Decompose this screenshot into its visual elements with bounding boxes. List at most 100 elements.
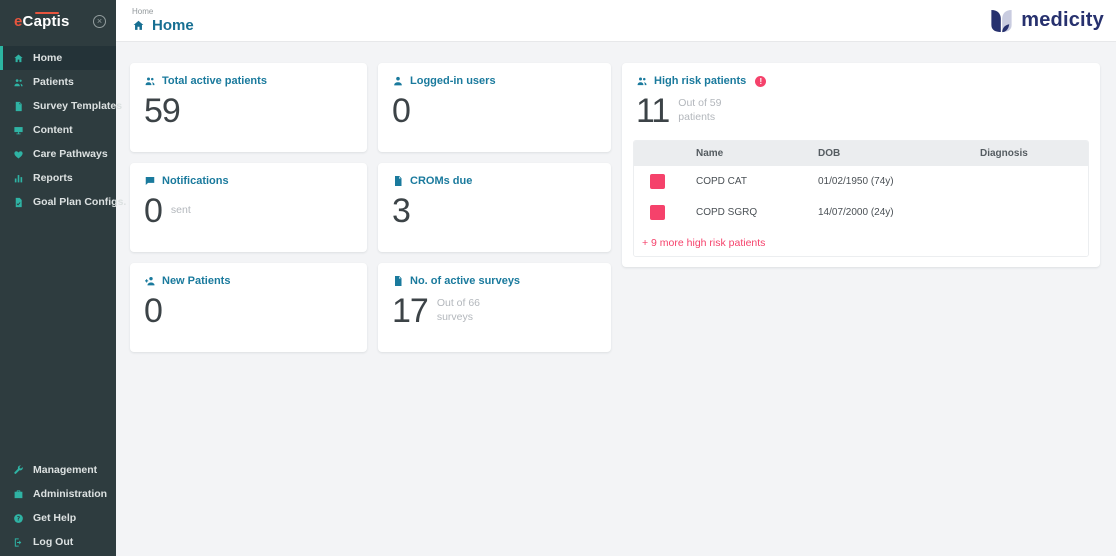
- care-pathways-icon: [13, 149, 24, 160]
- card-value: 17: [392, 292, 429, 330]
- breadcrumb[interactable]: Home: [132, 7, 154, 16]
- sidebar-item-label: Goal Plan Configs.: [33, 196, 127, 208]
- card-label-row: Total active patients: [144, 75, 353, 87]
- card-label: CROMs due: [410, 175, 473, 187]
- sidebar-item-survey-templates[interactable]: Survey Templates: [0, 94, 122, 118]
- card-suffix: Out of 59 patients: [678, 97, 722, 123]
- home-icon: [132, 19, 145, 32]
- person-plus-icon: [144, 275, 156, 287]
- chat-icon: [144, 175, 156, 187]
- sidebar-item-label: Patients: [33, 76, 74, 88]
- document-icon: [392, 275, 404, 287]
- sidebar-item-care-pathways[interactable]: Care Pathways: [0, 142, 116, 166]
- card-value: 11: [636, 92, 670, 130]
- sidebar-item-home[interactable]: Home: [0, 46, 116, 70]
- column-header-diagnosis: Diagnosis: [980, 148, 1028, 159]
- sidebar-item-goal-plan-configs[interactable]: Goal Plan Configs.: [0, 190, 126, 214]
- patient-name: COPD SGRQ: [692, 197, 814, 228]
- patient-name: COPD CAT: [692, 166, 814, 197]
- sidebar-item-label: Care Pathways: [33, 148, 108, 160]
- column-header-name: Name: [696, 148, 724, 159]
- card-value: 0: [144, 192, 163, 230]
- content-icon: [13, 125, 24, 136]
- table-row[interactable]: COPD SGRQ 14/07/2000 (24y): [634, 197, 1088, 228]
- home-icon: [13, 53, 24, 64]
- table-row[interactable]: COPD CAT 01/02/1950 (74y): [634, 166, 1088, 197]
- sidebar-item-get-help[interactable]: Get Help: [0, 506, 116, 530]
- risk-swatch: [650, 174, 665, 189]
- card-value: 0: [144, 292, 163, 330]
- app-logo-row: eCaptis ×: [0, 0, 116, 42]
- sidebar-item-label: Content: [33, 124, 73, 136]
- sidebar-item-reports[interactable]: Reports: [0, 166, 116, 190]
- sidebar-nav: Home Patients Survey Templates Content C…: [0, 42, 126, 214]
- reports-icon: [13, 173, 24, 184]
- patients-icon: [13, 77, 24, 88]
- app-logo: eCaptis: [14, 11, 70, 30]
- card-label: Total active patients: [162, 75, 267, 87]
- person-icon: [392, 75, 404, 87]
- page-title: Home: [152, 17, 194, 34]
- administration-icon: [13, 489, 24, 500]
- sidebar-item-label: Administration: [33, 488, 108, 500]
- sidebar: eCaptis × Home Patients Survey Templates…: [0, 0, 126, 556]
- sidebar-item-management[interactable]: Management: [0, 458, 116, 482]
- card-new-patients[interactable]: New Patients 0: [130, 263, 367, 352]
- card-suffix: sent: [170, 204, 191, 217]
- card-notifications[interactable]: Notifications 0 sent: [130, 163, 367, 252]
- logo-prefix: e: [14, 12, 23, 30]
- card-label: New Patients: [162, 275, 231, 287]
- main-area: Home Home medicity Total active patients: [116, 0, 1116, 556]
- card-value: 3: [392, 192, 411, 230]
- alert-badge: !: [755, 75, 767, 87]
- sidebar-item-label: Management: [33, 464, 98, 476]
- dashboard-content: Total active patients 59 Logged-in users…: [116, 42, 1116, 556]
- card-high-risk-patients[interactable]: High risk patients ! 11 Out of 59 patien…: [622, 63, 1100, 267]
- document-icon: [392, 175, 404, 187]
- card-label-row: New Patients: [144, 275, 353, 287]
- card-value: 0: [392, 92, 411, 130]
- high-risk-table: Name DOB Diagnosis COPD CAT 01/02/1950 (…: [633, 140, 1089, 257]
- sidebar-item-patients[interactable]: Patients: [0, 70, 116, 94]
- card-label: No. of active surveys: [410, 275, 521, 287]
- sidebar-item-log-out[interactable]: Log Out: [0, 530, 116, 554]
- card-croms-due[interactable]: CROMs due 3: [378, 163, 611, 252]
- sidebar-item-administration[interactable]: Administration: [0, 482, 116, 506]
- sidebar-item-label: Reports: [33, 172, 73, 184]
- column-header-dob: DOB: [818, 148, 841, 159]
- more-high-risk-link[interactable]: + 9 more high risk patients: [634, 228, 1088, 256]
- card-suffix: Out of 66 surveys: [436, 297, 481, 323]
- page-title-row: Home: [132, 17, 194, 34]
- page-header: Home Home medicity: [116, 0, 1116, 42]
- patient-dob: 14/07/2000 (24y): [814, 197, 976, 228]
- risk-swatch: [650, 205, 665, 220]
- header-left: Home Home: [132, 7, 194, 34]
- get-help-icon: [13, 513, 24, 524]
- table-header-row: Name DOB Diagnosis: [634, 141, 1088, 166]
- survey-templates-icon: [13, 101, 24, 112]
- logo-rest: Captis: [22, 12, 70, 30]
- management-icon: [13, 465, 24, 476]
- card-value: 59: [144, 92, 181, 130]
- sidebar-item-content[interactable]: Content: [0, 118, 116, 142]
- card-label-row: No. of active surveys: [392, 275, 597, 287]
- patient-dob: 01/02/1950 (74y): [814, 166, 976, 197]
- card-label-row: High risk patients !: [633, 75, 1089, 87]
- card-logged-in-users[interactable]: Logged-in users 0: [378, 63, 611, 152]
- sidebar-item-label: Survey Templates: [33, 100, 123, 112]
- sidebar-collapse-icon[interactable]: ×: [93, 14, 106, 28]
- card-label-row: Logged-in users: [392, 75, 597, 87]
- brand-name: medicity: [1021, 9, 1104, 31]
- people-icon: [144, 75, 156, 87]
- medicity-logo[interactable]: medicity: [988, 7, 1104, 35]
- card-label-row: Notifications: [144, 175, 353, 187]
- patient-diagnosis: [976, 197, 1088, 228]
- card-label: Notifications: [162, 175, 229, 187]
- card-label: High risk patients: [654, 75, 747, 87]
- card-label: Logged-in users: [410, 75, 496, 87]
- card-active-surveys[interactable]: No. of active surveys 17 Out of 66 surve…: [378, 263, 611, 352]
- log-out-icon: [13, 537, 24, 548]
- sidebar-footer-nav: Management Administration Get Help Log O…: [0, 454, 116, 556]
- card-total-active-patients[interactable]: Total active patients 59: [130, 63, 367, 152]
- goal-plan-configs-icon: [13, 197, 24, 208]
